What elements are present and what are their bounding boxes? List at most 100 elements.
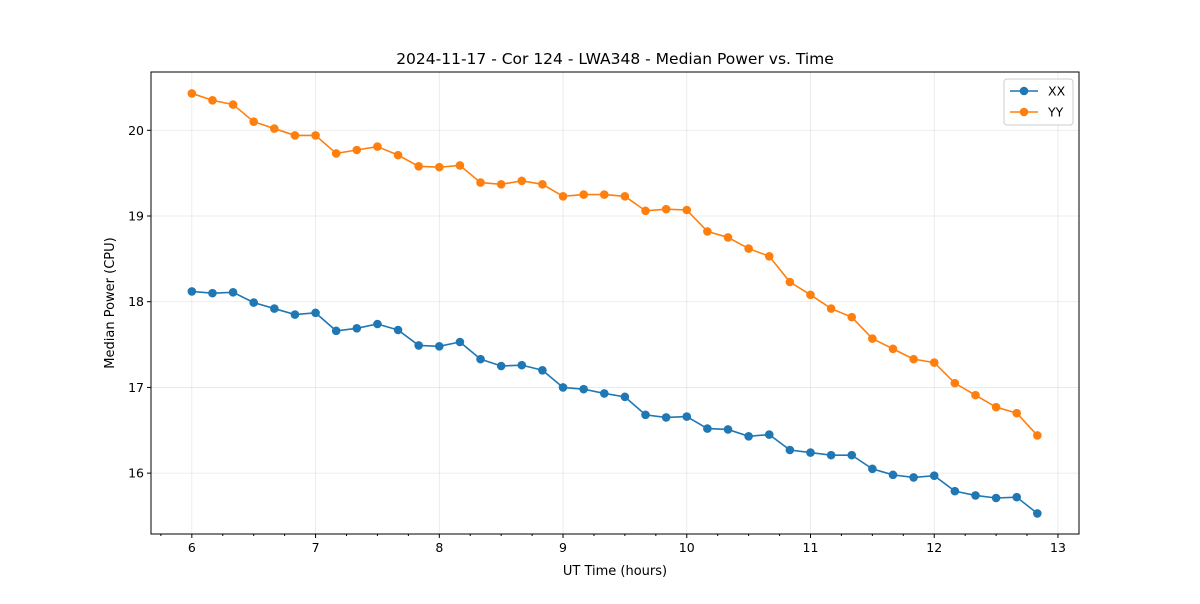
- data-point: [599, 190, 609, 199]
- data-point: [929, 358, 939, 367]
- data-point: [517, 360, 527, 370]
- data-point: [579, 384, 588, 394]
- data-point: [249, 117, 258, 127]
- data-point: [826, 304, 836, 313]
- data-point: [599, 389, 609, 398]
- data-point: [620, 392, 630, 402]
- data-point: [228, 100, 238, 109]
- data-point: [723, 233, 733, 242]
- data-point: [806, 290, 815, 300]
- series-yy: [187, 89, 1042, 440]
- data-point: [393, 150, 403, 160]
- data-point: [1012, 492, 1022, 502]
- plot-frame: [150, 71, 1080, 535]
- x-axis-label: UT Time (hours): [563, 564, 667, 579]
- series-xx: [187, 287, 1042, 518]
- data-point: [434, 341, 444, 351]
- data-point: [971, 491, 980, 500]
- data-point: [1033, 509, 1042, 518]
- data-point: [909, 354, 918, 364]
- y-axis-label: Median Power (CPU): [103, 237, 118, 368]
- data-point: [558, 383, 568, 392]
- data-point: [785, 277, 795, 287]
- data-point: [331, 326, 341, 336]
- chart-title: 2024-11-17 - Cor 124 - LWA348 - Median P…: [396, 50, 834, 68]
- x-tick-label: 8: [435, 540, 443, 555]
- data-point: [414, 161, 423, 171]
- data-point: [888, 344, 898, 354]
- data-point: [826, 450, 836, 460]
- legend-label-xx: XX: [1048, 84, 1066, 99]
- y-tick-label: 20: [128, 123, 144, 138]
- x-tick-label: 13: [1050, 540, 1066, 555]
- data-point: [744, 244, 753, 253]
- x-tick-label: 11: [803, 540, 819, 555]
- data-point: [311, 308, 320, 318]
- data-point: [208, 288, 217, 298]
- data-point: [868, 334, 877, 343]
- x-axis: 6 7 8 9 10 11 12 13: [160, 534, 1066, 555]
- data-point: [290, 131, 300, 140]
- x-tick-label: 6: [188, 540, 196, 555]
- y-tick-label: 16: [128, 466, 144, 481]
- data-point: [414, 341, 423, 350]
- data-point: [806, 448, 815, 457]
- data-point: [661, 204, 671, 214]
- data-point: [538, 179, 547, 189]
- data-point: [373, 319, 382, 329]
- data-point: [868, 464, 877, 474]
- data-point: [496, 179, 506, 189]
- data-point: [270, 304, 279, 313]
- x-tick-label: 9: [559, 540, 567, 555]
- data-point: [455, 161, 465, 170]
- legend-marker-xx: [1019, 86, 1029, 96]
- data-point: [476, 178, 485, 187]
- data-point: [682, 205, 692, 215]
- data-point: [538, 365, 547, 375]
- data-point: [764, 430, 774, 439]
- data-point: [311, 131, 320, 140]
- data-point: [641, 410, 650, 420]
- data-point: [352, 145, 362, 155]
- data-point: [187, 89, 197, 98]
- data-point: [847, 312, 857, 322]
- data-point: [950, 378, 960, 388]
- data-point: [187, 287, 197, 296]
- data-point: [971, 390, 980, 400]
- data-point: [455, 337, 465, 347]
- series-layer: [187, 89, 1042, 518]
- data-point: [888, 470, 898, 480]
- data-point: [434, 162, 444, 172]
- y-axis: 16 17 18 19 20: [128, 123, 151, 481]
- y-tick-label: 19: [128, 209, 144, 224]
- data-point: [352, 323, 362, 333]
- data-point: [991, 402, 1001, 412]
- data-point: [929, 471, 939, 481]
- y-tick-label: 18: [128, 294, 144, 309]
- data-point: [249, 298, 258, 307]
- data-point: [703, 424, 712, 433]
- grid: [151, 72, 1079, 534]
- data-point: [703, 227, 712, 236]
- data-point: [517, 176, 527, 186]
- data-point: [764, 251, 774, 261]
- y-tick-label: 17: [128, 380, 144, 395]
- data-point: [785, 445, 795, 455]
- data-point: [208, 95, 217, 105]
- data-point: [373, 142, 382, 151]
- data-point: [290, 310, 300, 319]
- data-point: [1033, 431, 1042, 440]
- x-tick-label: 7: [312, 540, 320, 555]
- data-point: [661, 413, 671, 422]
- data-point: [991, 493, 1001, 503]
- data-point: [331, 149, 341, 158]
- data-point: [847, 450, 857, 460]
- series-line-yy: [191, 92, 1038, 436]
- data-point: [228, 287, 238, 297]
- data-point: [579, 190, 588, 199]
- legend-marker-yy: [1019, 107, 1029, 117]
- data-point: [620, 191, 630, 201]
- data-point: [1012, 408, 1022, 418]
- data-point: [476, 354, 485, 364]
